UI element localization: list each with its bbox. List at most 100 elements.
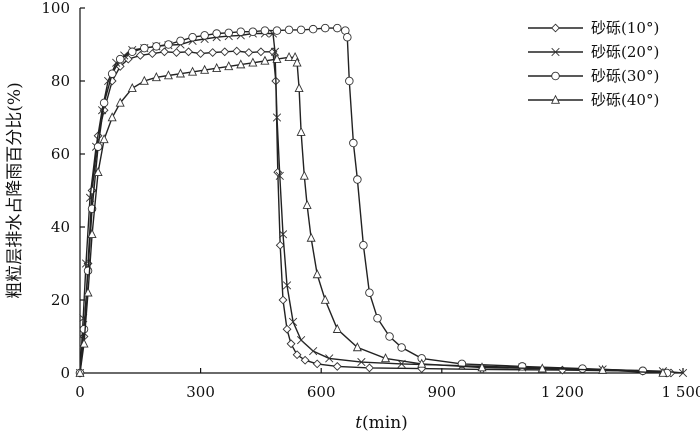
data-point — [163, 70, 173, 80]
data-point — [224, 61, 234, 71]
marker-stroke — [288, 317, 298, 327]
series-line — [79, 27, 667, 374]
data-point — [244, 48, 254, 57]
axes: 0 300 600 900 1 200 1 500 0 20 40 60 80 100 — [41, 0, 700, 401]
data-point — [658, 367, 668, 377]
x-tick-label: 1 200 — [541, 383, 584, 401]
data-point — [343, 32, 352, 42]
marker-stroke — [270, 47, 280, 56]
data-point — [220, 47, 230, 57]
data-point — [127, 82, 137, 93]
data-point — [107, 69, 117, 78]
marker-stroke — [85, 193, 95, 202]
data-point — [333, 23, 342, 33]
data-point — [365, 363, 374, 373]
legend-label: 砂砾(40°) — [591, 91, 659, 109]
data-point — [93, 166, 103, 177]
data-point — [147, 49, 157, 59]
data-point — [294, 82, 304, 93]
data-point — [296, 336, 306, 345]
data-point — [152, 42, 161, 51]
data-point — [175, 68, 186, 78]
data-point — [275, 240, 285, 250]
legend-label: 砂砾(20°) — [591, 43, 659, 61]
legend-label: 砂砾(10°) — [591, 19, 659, 37]
data-point — [284, 25, 294, 35]
data-point — [352, 342, 362, 352]
data-point — [278, 295, 288, 305]
data-point — [200, 31, 209, 40]
marker-stroke — [325, 354, 334, 363]
legend-item-4: 砂砾(40°) — [528, 91, 659, 109]
data-point — [200, 64, 210, 74]
data-point — [212, 29, 221, 38]
legend-item-3: 砂砾(30°) — [528, 67, 659, 85]
data-point — [260, 26, 270, 35]
series-line — [79, 32, 684, 374]
data-point — [256, 47, 266, 57]
data-point — [140, 43, 149, 53]
data-point — [224, 28, 233, 38]
data-point — [87, 228, 97, 239]
data-point — [309, 346, 318, 356]
data-point — [353, 175, 362, 184]
data-point — [380, 353, 391, 363]
data-point — [299, 170, 309, 180]
series-4 — [75, 51, 668, 377]
data-point — [292, 350, 302, 360]
data-point — [278, 230, 288, 239]
marker-stroke — [278, 230, 288, 239]
y-axis-title: 粗粒层排水占降雨百分比(%) — [5, 82, 25, 298]
x-axis-title: t(min) — [355, 413, 408, 433]
data-point — [196, 49, 206, 59]
data-point — [517, 362, 527, 371]
data-point — [296, 25, 306, 35]
data-point — [325, 354, 334, 363]
data-point — [248, 27, 258, 36]
data-point — [115, 54, 125, 64]
data-point — [212, 62, 222, 72]
data-point — [107, 112, 117, 122]
data-point — [332, 361, 342, 371]
marker-stroke — [282, 281, 292, 290]
data-point — [537, 363, 547, 373]
data-point — [99, 134, 109, 144]
y-tick-label: 40 — [51, 218, 70, 236]
data-point — [288, 317, 298, 327]
data-point — [275, 171, 284, 181]
data-point — [236, 59, 246, 69]
data-point — [385, 332, 394, 341]
legend-marker — [551, 71, 560, 81]
data-point — [286, 339, 296, 349]
data-point — [135, 51, 145, 60]
data-point — [292, 57, 302, 67]
data-point — [236, 27, 246, 36]
data-point — [176, 36, 185, 46]
series-line — [79, 56, 663, 374]
data-point — [232, 46, 242, 56]
data-point — [282, 324, 292, 334]
marker-stroke — [357, 357, 366, 367]
data-point — [357, 357, 366, 367]
data-point — [312, 359, 322, 369]
marker-stroke — [309, 346, 318, 356]
y-tick-label: 100 — [41, 0, 70, 17]
data-point — [417, 358, 427, 368]
data-point — [123, 54, 133, 64]
marker-stroke — [275, 171, 284, 181]
data-point — [79, 324, 89, 334]
marker-stroke — [678, 368, 688, 378]
legend-label: 砂砾(30°) — [591, 67, 659, 85]
y-tick-label: 0 — [60, 364, 70, 382]
data-point — [97, 106, 107, 115]
data-point — [75, 367, 85, 377]
marker-stroke — [551, 47, 560, 57]
data-point — [678, 368, 688, 378]
data-point — [477, 362, 487, 372]
data-point — [248, 57, 258, 67]
series-1 — [75, 46, 676, 378]
data-point — [128, 47, 137, 57]
data-point — [270, 47, 280, 56]
data-point — [164, 40, 173, 49]
